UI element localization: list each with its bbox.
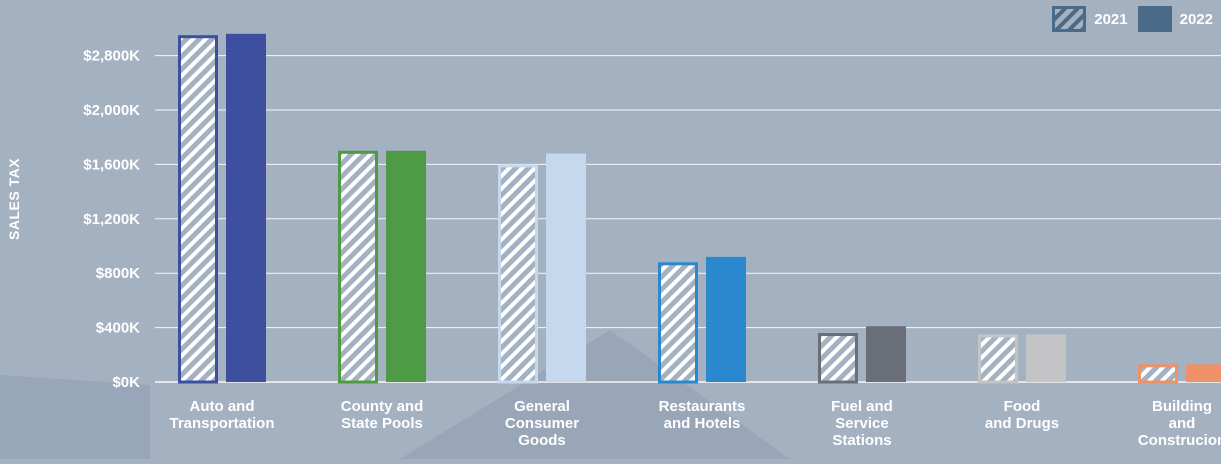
- bar-2022: [226, 34, 266, 382]
- legend-label-2022: 2022: [1180, 11, 1213, 28]
- legend-label-2021: 2021: [1094, 11, 1127, 28]
- y-tick-label: $1,600K: [83, 156, 140, 173]
- bar-2021: [340, 152, 377, 382]
- bar-2022: [1186, 364, 1221, 382]
- bar-2021: [1140, 366, 1177, 382]
- legend: 2021 2022: [1052, 6, 1213, 32]
- y-tick-label: $2,800K: [83, 48, 140, 65]
- y-tick-label: $400K: [96, 320, 140, 337]
- y-tick-label: $0K: [112, 374, 140, 391]
- y-ticks: $0K $400K $800K $1,200K $1,600K $2,000K $2,800…: [83, 48, 140, 391]
- legend-item-2022: 2022: [1138, 6, 1213, 32]
- bar-2022: [706, 257, 746, 382]
- bar-2021: [820, 335, 857, 382]
- bar-2022: [866, 326, 906, 382]
- bar-2021: [500, 166, 537, 382]
- bar-2022: [1026, 334, 1066, 382]
- bar-2022: [546, 154, 586, 382]
- y-axis-label: SALES TAX: [6, 216, 22, 240]
- legend-swatch-solid: [1138, 6, 1172, 32]
- y-tick-label: $2,000K: [83, 102, 140, 119]
- bar-2021: [180, 37, 217, 382]
- legend-swatch-hatched: [1052, 6, 1086, 32]
- bar-2021: [660, 264, 697, 382]
- legend-item-2021: 2021: [1052, 6, 1127, 32]
- bars: [180, 34, 1221, 382]
- y-tick-label: $800K: [96, 265, 140, 282]
- y-tick-label: $1,200K: [83, 211, 140, 228]
- bar-2022: [386, 151, 426, 382]
- bar-2021: [980, 336, 1017, 382]
